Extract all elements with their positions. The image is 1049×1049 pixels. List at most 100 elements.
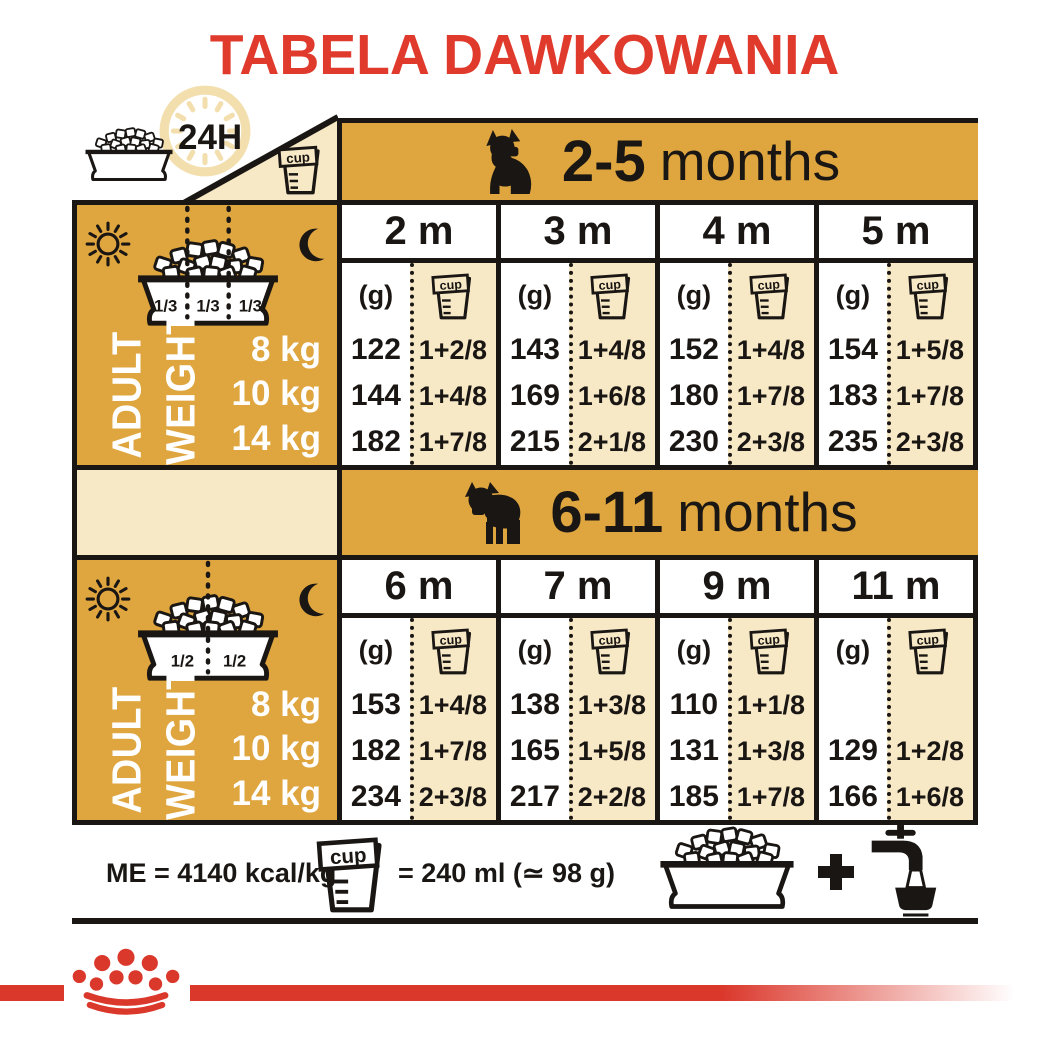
month-column-11m: 11 m (g) 129 1+2/8 166 1+6/8 xyxy=(814,560,973,820)
measuring-cup-icon xyxy=(749,273,789,320)
month-column-4m: 4 m (g) 152 1+4/8 180 1+7/8 230 2+3/8 xyxy=(655,205,814,465)
grams-value: 185 xyxy=(668,780,719,813)
energy-value-label: ME = 4140 kcal/kg xyxy=(106,858,337,888)
weight-label: WEIGHT xyxy=(157,666,204,820)
weight-row-label: 14 kg xyxy=(231,773,322,813)
measuring-cup-icon xyxy=(749,628,789,675)
grams-value: 153 xyxy=(350,688,401,721)
month-header: 4 m xyxy=(660,205,814,263)
portion-label: 1/3 xyxy=(154,296,177,315)
weight-rows: 8 kg 10 kg 14 kg xyxy=(232,683,322,816)
grams-unit: (g) xyxy=(517,279,553,310)
cups-value: 1+6/8 xyxy=(577,380,647,411)
month-header: 3 m xyxy=(501,205,655,263)
measuring-cup-icon xyxy=(908,628,948,675)
portion-label: 1/3 xyxy=(196,296,219,315)
cups-value: 1+7/8 xyxy=(418,735,488,766)
cup-subcolumn-bg xyxy=(727,263,814,465)
cup-subcolumn-bg xyxy=(409,263,496,465)
brand-bar-left xyxy=(0,985,64,1001)
cups-value: 2+3/8 xyxy=(895,426,965,457)
kibble-bowl-icon xyxy=(80,124,178,186)
puppy-standing-icon xyxy=(465,481,521,544)
cup-subcolumn-bg xyxy=(568,618,655,820)
portion-label: 1/3 xyxy=(239,296,262,315)
grams-value: 165 xyxy=(509,734,560,767)
grams-value: 152 xyxy=(668,333,719,366)
measuring-cup-icon xyxy=(277,145,320,195)
cup-subcolumn-bg xyxy=(886,263,973,465)
puppy-sitting-icon xyxy=(486,128,532,194)
grams-value: 131 xyxy=(668,734,719,767)
kibble-bowl-icon xyxy=(652,822,802,916)
weight-rows: 8 kg 10 kg 14 kg xyxy=(232,328,322,461)
gap-cream-block xyxy=(72,470,337,555)
table1-month-columns: 2 m (g) 122 1+2/8 144 1+4/8 182 1+7/8 xyxy=(337,205,973,465)
grams-value: 144 xyxy=(350,379,401,412)
grams-value: 122 xyxy=(350,333,401,366)
ramp-shape xyxy=(180,114,338,205)
grams-unit: (g) xyxy=(835,279,871,310)
age-range: 2-5 xyxy=(561,128,646,194)
cups-value: 2+2/8 xyxy=(577,781,647,812)
table1-sidebar: 1/3 1/3 1/3 ADULT WEIGHT 8 kg 10 kg 14 k… xyxy=(77,205,337,465)
month-column-5m: 5 m (g) 154 1+5/8 183 1+7/8 235 2+3/8 xyxy=(814,205,973,465)
cup-subcolumn-bg xyxy=(568,263,655,465)
cups-value: 1+6/8 xyxy=(895,781,965,812)
portion-bowl-thirds-icon: 1/3 1/3 1/3 xyxy=(129,205,287,337)
age-range: 6-11 xyxy=(550,479,664,545)
weight-row-label: 8 kg xyxy=(250,685,321,724)
weight-row-label: 10 kg xyxy=(231,729,322,769)
age-months-word: months xyxy=(677,481,858,543)
sun-icon xyxy=(85,576,131,622)
portion-label: 1/2 xyxy=(171,651,194,670)
table2-sidebar: 1/2 1/2 ADULT WEIGHT 8 kg 10 kg 14 kg xyxy=(77,560,337,820)
portion-label: 1/2 xyxy=(223,651,246,670)
grams-value: 138 xyxy=(509,688,560,721)
feeding-table-2-5-months: 1/3 1/3 1/3 ADULT WEIGHT 8 kg 10 kg 14 k… xyxy=(72,200,978,470)
month-header: 7 m xyxy=(501,560,655,618)
grams-unit: (g) xyxy=(676,634,712,665)
measuring-cup-icon xyxy=(590,273,630,320)
grams-value: 154 xyxy=(827,333,878,366)
month-column-2m: 2 m (g) 122 1+2/8 144 1+4/8 182 1+7/8 xyxy=(337,205,496,465)
age-months-word: months xyxy=(659,130,841,192)
plus-icon xyxy=(818,854,854,890)
weight-row-label: 10 kg xyxy=(231,374,322,414)
measuring-cup-icon xyxy=(431,273,471,320)
cups-value: 2+3/8 xyxy=(418,781,488,812)
grams-value: 166 xyxy=(827,780,878,813)
page-title: TABELA DAWKOWANIA xyxy=(209,23,840,87)
cups-value: 1+5/8 xyxy=(577,735,647,766)
measuring-cup-icon-large xyxy=(316,830,388,915)
crown-paw-logo xyxy=(72,948,180,1015)
cups-value: 1+3/8 xyxy=(736,735,806,766)
measuring-cup-icon xyxy=(431,628,471,675)
grams-value: 182 xyxy=(350,734,401,767)
cup-subcolumn-bg xyxy=(409,618,496,820)
grams-value: 230 xyxy=(668,425,719,458)
month-column-9m: 9 m (g) 110 1+1/8 131 1+3/8 185 1+7/8 xyxy=(655,560,814,820)
feeding-table-6-11-months: 1/2 1/2 ADULT WEIGHT 8 kg 10 kg 14 kg 6 … xyxy=(72,555,978,825)
cups-value: 2+1/8 xyxy=(577,426,647,457)
month-header: 9 m xyxy=(660,560,814,618)
moon-icon xyxy=(299,583,325,617)
cups-value: 1+4/8 xyxy=(736,334,806,365)
month-column-6m: 6 m (g) 153 1+4/8 182 1+7/8 234 2+3/8 xyxy=(337,560,496,820)
month-header: 5 m xyxy=(819,205,973,263)
cups-value: 1+7/8 xyxy=(895,380,965,411)
cups-value: 2+3/8 xyxy=(736,426,806,457)
grams-value: 129 xyxy=(827,734,878,767)
duration-label: 24H xyxy=(178,118,243,157)
grams-value: 169 xyxy=(509,379,560,412)
measuring-cup-icon xyxy=(908,273,948,320)
grams-value: 180 xyxy=(668,379,719,412)
page-title-wrap: TABELA DAWKOWANIA xyxy=(0,22,1049,88)
month-header: 11 m xyxy=(819,560,973,618)
month-column-3m: 3 m (g) 143 1+4/8 169 1+6/8 215 2+1/8 xyxy=(496,205,655,465)
grams-value: 234 xyxy=(350,780,401,813)
clock-icon xyxy=(159,85,251,177)
grams-value: 143 xyxy=(509,333,560,366)
cups-value: 1+4/8 xyxy=(577,334,647,365)
